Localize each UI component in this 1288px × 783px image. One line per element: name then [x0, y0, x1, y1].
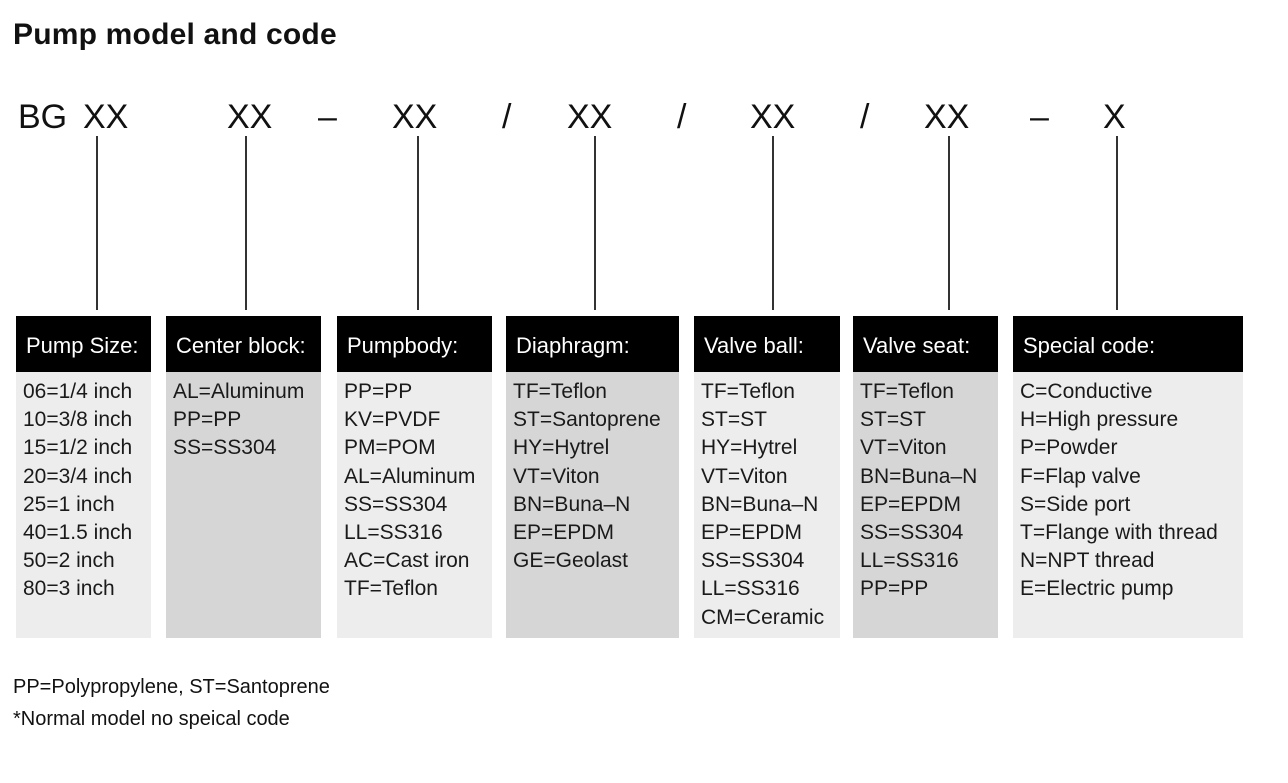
- list-item: SS=SS304: [860, 521, 964, 545]
- list-item: BN=Buna–N: [860, 464, 978, 488]
- list-item: VT=Viton: [860, 436, 947, 460]
- code-separator-slash: /: [860, 98, 870, 136]
- column-body: TF=Teflon ST=ST VT=Viton BN=Buna–N EP=EP…: [853, 372, 998, 638]
- column-header: Diaphragm:: [506, 316, 679, 372]
- list-item: BN=Buna–N: [701, 492, 819, 516]
- list-item: PP=PP: [344, 380, 413, 403]
- code-part-center-block: XX: [227, 98, 273, 136]
- column-center-block: Center block: AL=Aluminum PP=PP SS=SS304: [166, 316, 321, 638]
- connector-line: [417, 136, 419, 310]
- list-item: BN=Buna–N: [513, 492, 631, 516]
- list-item: SS=SS304: [344, 492, 448, 516]
- connector-line: [948, 136, 950, 310]
- connector-line: [594, 136, 596, 310]
- list-item: SS=SS304: [173, 436, 277, 460]
- column-header: Center block:: [166, 316, 321, 372]
- list-item: TF=Teflon: [513, 380, 607, 403]
- list-item: TF=Teflon: [344, 577, 438, 601]
- list-item: VT=Viton: [513, 464, 600, 488]
- column-body: TF=Teflon ST=Santoprene HY=Hytrel VT=Vit…: [506, 372, 679, 638]
- list-item: EP=EPDM: [513, 521, 614, 545]
- list-item: EP=EPDM: [701, 521, 802, 545]
- code-part-valve-ball: XX: [750, 98, 796, 136]
- list-item: KV=PVDF: [344, 408, 441, 432]
- connector-line: [96, 136, 98, 310]
- code-separator-slash: /: [677, 98, 687, 136]
- list-item: 50=2 inch: [23, 549, 115, 573]
- list-item: HY=Hytrel: [513, 436, 610, 460]
- list-item: AC=Cast iron: [344, 549, 470, 573]
- code-part-special-code: X: [1103, 98, 1126, 136]
- column-pump-size: Pump Size: 06=1/4 inch 10=3/8 inch 15=1/…: [16, 316, 151, 638]
- list-item: ST=Santoprene: [513, 408, 661, 432]
- code-separator-slash: /: [502, 98, 512, 136]
- code-part-valve-seat: XX: [924, 98, 970, 136]
- list-item: LL=SS316: [344, 521, 443, 545]
- list-item: ST=ST: [701, 408, 767, 432]
- column-header: Pump Size:: [16, 316, 151, 372]
- list-item: T=Flange with thread: [1020, 521, 1218, 545]
- connector-line: [245, 136, 247, 310]
- connector-line: [772, 136, 774, 310]
- column-body: C=Conductive H=High pressure P=Powder F=…: [1013, 372, 1243, 638]
- list-item: LL=SS316: [701, 577, 800, 601]
- list-item: 40=1.5 inch: [23, 521, 133, 545]
- column-valve-seat: Valve seat: TF=Teflon ST=ST VT=Viton BN=…: [853, 316, 998, 638]
- column-special-code: Special code: C=Conductive H=High pressu…: [1013, 316, 1243, 638]
- list-item: P=Powder: [1020, 436, 1118, 460]
- list-item: N=NPT thread: [1020, 549, 1155, 573]
- footnote-normal-model: *Normal model no speical code: [13, 708, 290, 730]
- list-item: 20=3/4 inch: [23, 464, 133, 488]
- column-body: TF=Teflon ST=ST HY=Hytrel VT=Viton BN=Bu…: [694, 372, 840, 638]
- list-item: EP=EPDM: [860, 492, 961, 516]
- list-item: SS=SS304: [701, 549, 805, 573]
- list-item: 06=1/4 inch: [23, 380, 133, 403]
- column-header: Valve ball:: [694, 316, 840, 372]
- page-title: Pump model and code: [13, 18, 337, 51]
- list-item: 10=3/8 inch: [23, 408, 133, 432]
- column-header: Pumpbody:: [337, 316, 492, 372]
- column-body: 06=1/4 inch 10=3/8 inch 15=1/2 inch 20=3…: [16, 372, 151, 638]
- list-item: PM=POM: [344, 436, 436, 460]
- code-part-pumpbody: XX: [392, 98, 438, 136]
- column-body: AL=Aluminum PP=PP SS=SS304: [166, 372, 321, 638]
- list-item: HY=Hytrel: [701, 436, 798, 460]
- list-item: C=Conductive: [1020, 380, 1153, 403]
- column-diaphragm: Diaphragm: TF=Teflon ST=Santoprene HY=Hy…: [506, 316, 679, 638]
- list-item: F=Flap valve: [1020, 464, 1141, 488]
- footnote-abbreviations: PP=Polypropylene, ST=Santoprene: [13, 676, 330, 698]
- code-separator-dash: –: [318, 98, 337, 136]
- column-valve-ball: Valve ball: TF=Teflon ST=ST HY=Hytrel VT…: [694, 316, 840, 638]
- list-item: PP=PP: [173, 408, 242, 432]
- list-item: S=Side port: [1020, 492, 1131, 516]
- column-header: Valve seat:: [853, 316, 998, 372]
- list-item: E=Electric pump: [1020, 577, 1174, 601]
- list-item: 25=1 inch: [23, 492, 115, 516]
- code-prefix: BG: [18, 98, 68, 136]
- list-item: 15=1/2 inch: [23, 436, 133, 460]
- list-item: H=High pressure: [1020, 408, 1179, 432]
- list-item: CM=Ceramic: [701, 605, 825, 629]
- code-separator-dash: –: [1030, 98, 1049, 136]
- list-item: PP=PP: [860, 577, 929, 601]
- list-item: LL=SS316: [860, 549, 959, 573]
- connector-line: [1116, 136, 1118, 310]
- list-item: ST=ST: [860, 408, 926, 432]
- list-item: GE=Geolast: [513, 549, 628, 573]
- column-header: Special code:: [1013, 316, 1243, 372]
- code-part-pump-size: XX: [83, 98, 129, 136]
- list-item: AL=Aluminum: [344, 464, 476, 488]
- code-part-diaphragm: XX: [567, 98, 613, 136]
- column-pumpbody: Pumpbody: PP=PP KV=PVDF PM=POM AL=Alumin…: [337, 316, 492, 638]
- list-item: TF=Teflon: [860, 380, 954, 403]
- list-item: TF=Teflon: [701, 380, 795, 403]
- column-body: PP=PP KV=PVDF PM=POM AL=Aluminum SS=SS30…: [337, 372, 492, 638]
- list-item: 80=3 inch: [23, 577, 115, 601]
- list-item: AL=Aluminum: [173, 380, 305, 403]
- list-item: VT=Viton: [701, 464, 788, 488]
